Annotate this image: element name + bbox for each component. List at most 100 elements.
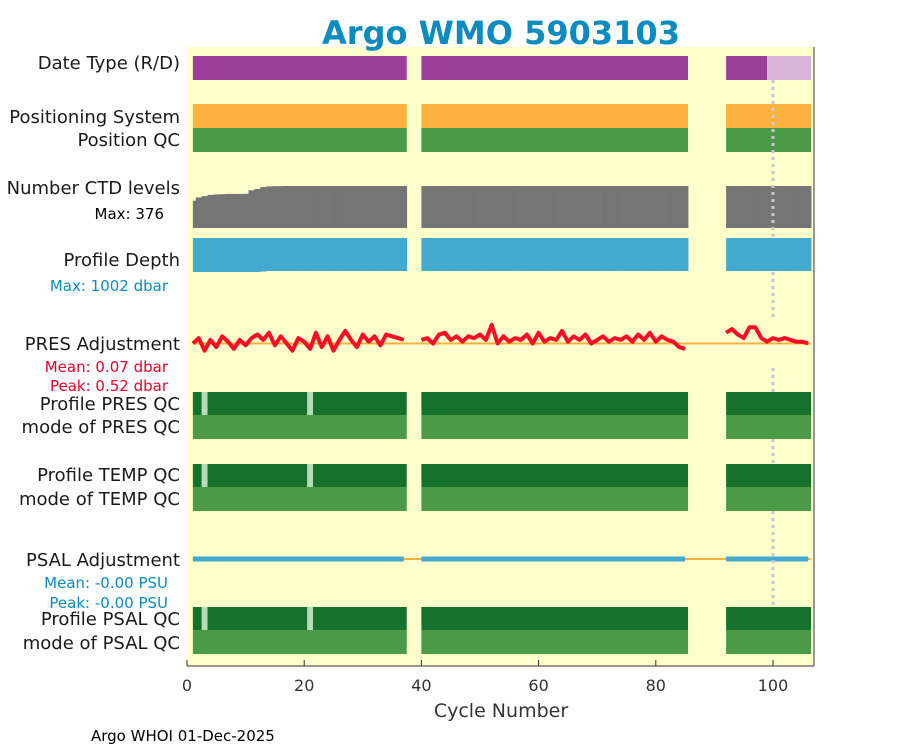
- row-label-date_type: Date Type (R/D): [38, 53, 180, 74]
- profile-depth-bar: [271, 238, 279, 271]
- ctd-levels-bar: [726, 186, 730, 228]
- profile-depth-bar: [758, 238, 765, 271]
- profile-depth-bar: [307, 238, 314, 271]
- positioning_system-bar-segment: [421, 104, 689, 128]
- ctd-levels-bar: [207, 194, 214, 228]
- profile_pres_qc-bar-segment: [421, 392, 689, 415]
- ctd-levels-bar: [230, 193, 238, 228]
- profile-depth-bar: [242, 238, 249, 272]
- ctd-levels-bar: [342, 186, 349, 228]
- profile-depth-bar: [295, 238, 302, 271]
- ctd-levels-bar: [436, 186, 443, 228]
- profile-depth-bar: [354, 238, 361, 271]
- ctd-levels-bar: [421, 186, 425, 228]
- ctd-levels-bar: [506, 186, 513, 228]
- profile-depth-bar: [254, 238, 261, 272]
- row-labels: Date Type (R/D) Positioning SystemPositio…: [7, 53, 180, 654]
- ctd-levels-bar: [312, 186, 320, 228]
- profile-depth-bar: [301, 238, 308, 271]
- ctd-levels-bar: [254, 188, 261, 228]
- profile-depth-bar: [506, 238, 513, 271]
- ctd-levels-bar: [330, 186, 337, 228]
- profile-depth-bar: [676, 238, 683, 271]
- profile-depth-bar: [477, 238, 484, 271]
- profile-depth-bar: [260, 238, 267, 272]
- ctd-levels-bar: [465, 186, 472, 228]
- row-label-pres_adjustment: PRES Adjustment: [25, 334, 180, 355]
- ctd-levels-bar: [318, 186, 326, 228]
- profile-depth-bar: [770, 238, 777, 271]
- profile-depth-bar: [395, 238, 402, 271]
- profile-depth-bar: [518, 238, 525, 271]
- profile-depth-bar: [635, 238, 642, 271]
- ctd-levels-bar: [635, 186, 642, 228]
- ctd-levels-bar: [365, 186, 372, 228]
- ctd-levels-bar: [289, 186, 296, 228]
- ctd-levels-bar: [260, 187, 267, 228]
- ctd-levels-bar: [605, 186, 613, 228]
- profile-depth-bar: [646, 238, 654, 271]
- profile-depth-bar: [787, 238, 794, 271]
- profile-depth-bar: [494, 238, 501, 271]
- profile-depth-bar: [248, 238, 255, 272]
- row-label-profile_depth: Profile Depth: [63, 250, 180, 271]
- ctd-levels-bar: [729, 186, 736, 228]
- profile-depth-bar: [576, 238, 583, 271]
- profile-depth-bar: [371, 238, 378, 271]
- profile-depth-bar: [436, 238, 443, 271]
- x-tick-label: 60: [528, 676, 548, 695]
- row-stat-pres_adjustment: Mean: 0.07 dbar: [45, 358, 169, 376]
- mode_temp_qc-bar-segment: [421, 487, 689, 511]
- profile-depth-bar: [605, 238, 613, 271]
- row-label-mode_pres_qc: mode of PRES QC: [22, 417, 180, 438]
- profile-depth-bar: [594, 238, 601, 271]
- profile-depth-bar: [793, 238, 800, 271]
- profile-depth-bar: [236, 238, 243, 272]
- profile_temp_qc-qc-flag: [307, 464, 313, 487]
- profile-depth-bar: [781, 238, 788, 271]
- ctd-levels-bar: [424, 186, 431, 228]
- profile-depth-bar: [641, 238, 648, 271]
- ctd-levels-bar: [213, 194, 220, 228]
- ctd-levels-bar: [471, 186, 478, 228]
- profile-depth-bar: [740, 238, 747, 271]
- profile-depth-bar: [682, 238, 689, 271]
- ctd-levels-bar: [477, 186, 484, 228]
- ctd-levels-bar: [271, 186, 279, 228]
- row-label-profile_pres_qc: Profile PRES QC: [40, 394, 180, 415]
- profile-depth-bar: [488, 238, 495, 271]
- profile_psal_qc-bar-segment: [192, 607, 407, 630]
- ctd-levels-bar: [564, 186, 572, 228]
- profile_pres_qc-qc-flag: [307, 392, 313, 415]
- ctd-levels-bar: [670, 186, 677, 228]
- profile_psal_qc-qc-flag: [201, 607, 208, 630]
- date_type-bar-segment: [192, 56, 407, 80]
- profile-depth-bar: [219, 238, 226, 272]
- ctd-levels-bar: [611, 186, 618, 228]
- pres-adjustment-line: [725, 325, 809, 346]
- mode_temp_qc-bar-segment: [726, 487, 812, 511]
- profile-depth-bar: [383, 238, 390, 271]
- ctd-levels-bar: [377, 186, 384, 228]
- profile-depth-bar: [453, 238, 460, 271]
- ctd-levels-bar: [447, 186, 454, 228]
- ctd-levels-bar: [248, 190, 255, 228]
- x-tick-label: 40: [411, 676, 431, 695]
- ctd-levels-bar: [682, 186, 689, 228]
- ctd-levels-bar: [430, 186, 437, 228]
- mode_psal_qc-bar-segment: [726, 630, 812, 654]
- row-stat-psal_adjustment: Mean: -0.00 PSU: [44, 574, 168, 592]
- profile-depth-bar: [664, 238, 671, 271]
- ctd-levels-bar: [523, 186, 531, 228]
- profile-depth-bar: [775, 238, 783, 271]
- row-label-psal_adjustment: PSAL Adjustment: [26, 550, 180, 571]
- row-label-profile_temp_qc: Profile TEMP QC: [37, 465, 180, 486]
- ctd-levels-bar: [734, 186, 742, 228]
- ctd-levels-bar: [359, 186, 367, 228]
- ctd-levels-bar: [201, 196, 208, 228]
- ctd-levels-bar: [400, 186, 408, 228]
- profile-depth-bar: [348, 238, 355, 271]
- profile-depth-bar: [230, 238, 238, 272]
- mode_pres_qc-bar-segment: [726, 415, 812, 439]
